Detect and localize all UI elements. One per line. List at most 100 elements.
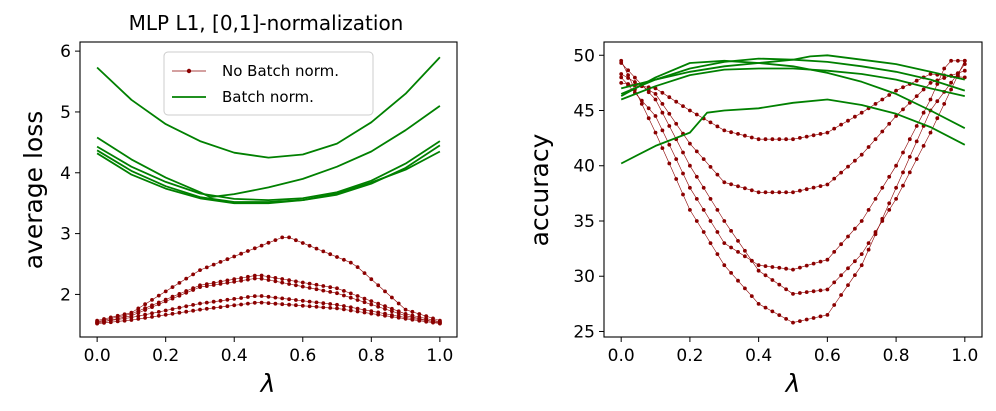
right-series-point (701, 230, 706, 234)
right-series-point (942, 66, 947, 71)
left-series-point (259, 276, 264, 281)
right-y-tick-label: 25 (573, 322, 595, 342)
right-series-point (667, 124, 672, 128)
left-series-point (198, 285, 202, 289)
left-ticks-group: 0.0 0.2 0.4 0.6 0.8 1.0 2 3 4 5 6 (60, 42, 453, 366)
left-series-point (266, 278, 271, 282)
right-series-2 (619, 58, 967, 272)
right-series-point (873, 102, 878, 106)
right-series-point (688, 185, 692, 190)
right-series-point (626, 73, 630, 77)
left-series-point (307, 281, 312, 286)
left-series-point (383, 307, 387, 311)
left-series-point (211, 262, 216, 267)
left-series-point (403, 316, 408, 321)
right-series-point (901, 170, 905, 175)
right-series-point (887, 174, 892, 179)
right-series-point (839, 242, 843, 247)
left-series-point (225, 280, 230, 285)
right-series-point (743, 133, 747, 138)
right-series-point (853, 114, 857, 119)
left-series-point (252, 246, 257, 251)
left-series-point (294, 303, 298, 308)
right-series-point (743, 248, 747, 253)
right-series-point (791, 292, 795, 296)
left-x-tick-label: 0.6 (289, 346, 316, 366)
left-series-point (259, 243, 264, 248)
right-series-point (674, 121, 679, 126)
right-series-point (962, 62, 967, 66)
left-series-point (246, 249, 250, 253)
left-series-point (225, 304, 230, 309)
right-series-point (688, 163, 692, 168)
left-y-tick-label: 4 (60, 164, 71, 184)
right-y-axis-label: accuracy (525, 133, 554, 246)
left-y-axis-label: average loss (19, 111, 48, 270)
left-series-point (362, 300, 367, 305)
right-series-point (811, 289, 816, 294)
right-series-point (804, 187, 809, 192)
left-series-point (362, 310, 367, 315)
left-series-point (266, 301, 271, 305)
right-series-point (853, 259, 857, 264)
right-series-point (866, 247, 871, 252)
right-series-point (887, 201, 892, 206)
right-series-point (660, 128, 665, 133)
right-series-line (620, 57, 966, 95)
left-series-point (143, 312, 148, 317)
left-series-point (355, 298, 360, 302)
left-series-point (431, 320, 435, 325)
left-series-point (355, 294, 360, 298)
left-series-point (273, 295, 278, 300)
right-series-point (873, 197, 878, 201)
left-series-point (314, 246, 319, 251)
left-series-point (273, 279, 278, 284)
right-series-point (914, 157, 919, 162)
right-series-point (694, 219, 699, 223)
right-series-point (825, 257, 830, 262)
left-series-point (108, 320, 113, 325)
right-y-tick-label: 35 (573, 212, 595, 232)
right-series-point (859, 110, 864, 115)
legend: No Batch norm. Batch norm. (163, 51, 374, 116)
left-series-point (273, 276, 278, 280)
right-series-point (708, 165, 713, 169)
right-series-point (839, 273, 843, 278)
right-series-point (962, 75, 967, 80)
right-series-point (639, 98, 644, 103)
left-series-point (225, 297, 230, 302)
right-series-point (859, 152, 864, 157)
left-x-tick-label: 0.0 (84, 346, 111, 366)
right-series-point (901, 183, 905, 188)
right-series-point (715, 252, 720, 256)
right-series-point (818, 288, 823, 293)
left-series-point (211, 299, 216, 304)
right-series-point (708, 197, 713, 201)
right-series-point (763, 190, 768, 195)
left-series-point (307, 286, 312, 290)
left-series-line (96, 150, 441, 205)
right-series-1 (619, 58, 967, 325)
right-series-point (832, 303, 837, 307)
right-series-9 (620, 98, 966, 165)
right-plot-frame (603, 41, 983, 338)
right-series-point (921, 110, 926, 115)
left-series-point (252, 276, 257, 281)
left-series-point (424, 319, 429, 324)
left-series-point (328, 252, 333, 257)
right-series-point (681, 104, 685, 108)
right-series-point (729, 130, 733, 135)
left-series-point (314, 300, 319, 305)
left-series-point (252, 273, 257, 278)
left-x-tick-label: 1.0 (426, 346, 453, 366)
left-series-point (300, 284, 305, 289)
right-series-point (715, 172, 720, 177)
left-series-point (383, 289, 387, 294)
left-series-point (300, 298, 305, 303)
right-series-point (846, 283, 850, 287)
left-series-point (246, 274, 250, 279)
right-series-point (722, 219, 727, 223)
left-series-point (287, 302, 291, 307)
left-series-point (232, 279, 237, 284)
